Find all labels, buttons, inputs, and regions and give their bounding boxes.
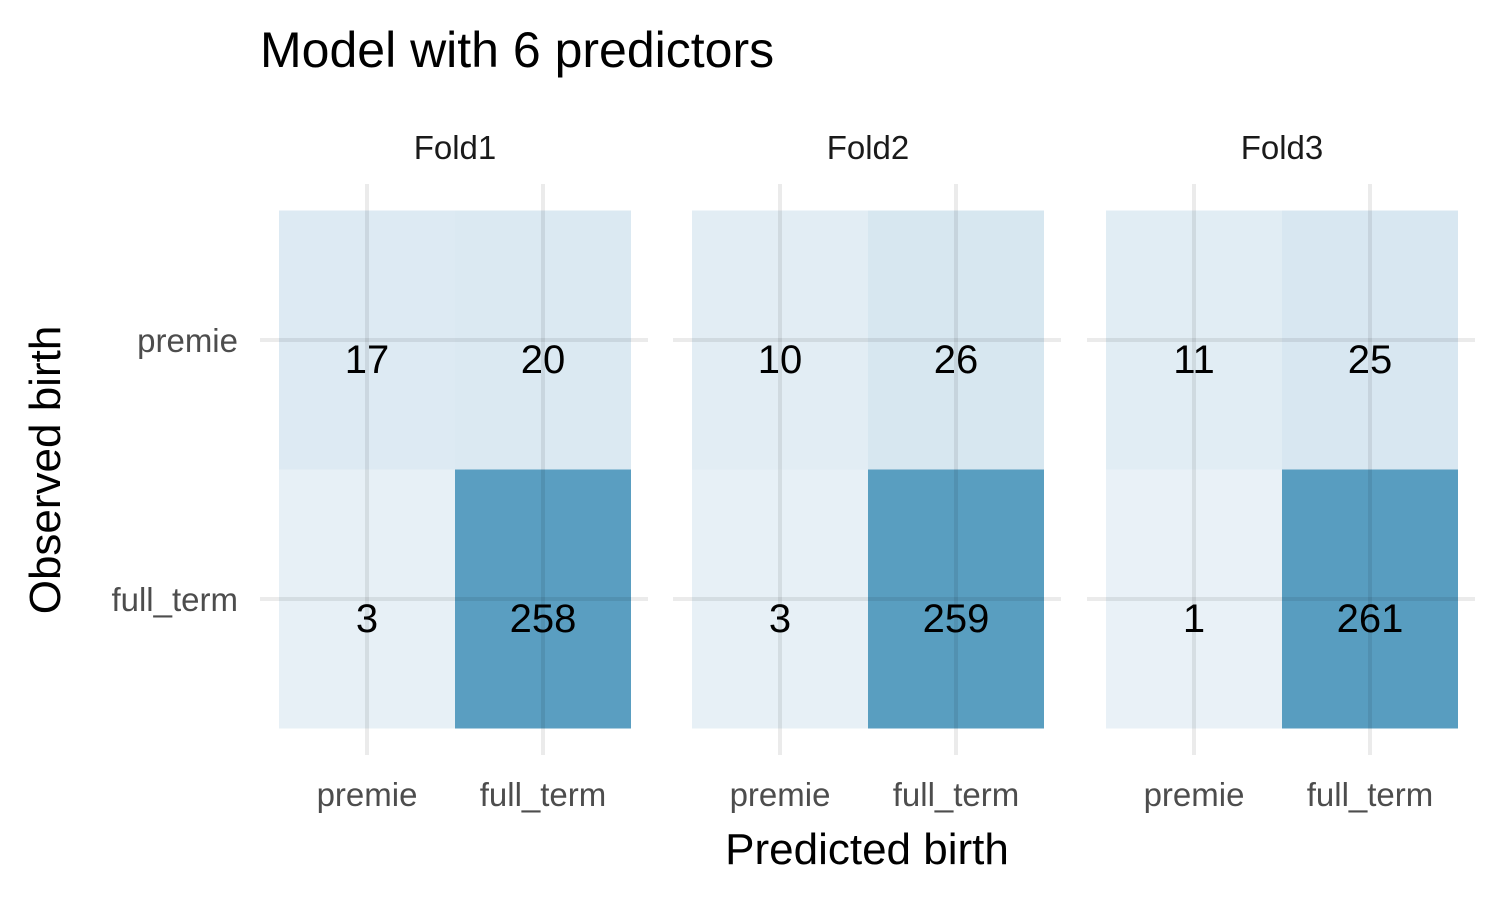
heatmap-tile	[1106, 210, 1282, 470]
cell-value-label: 26	[934, 338, 979, 382]
y-axis-title: Observed birth	[21, 326, 70, 615]
facet-strip-label: Fold2	[827, 129, 910, 166]
y-tick-label: premie	[137, 322, 238, 359]
y-tick-label: full_term	[111, 581, 238, 618]
heatmap-tile	[455, 469, 631, 729]
heatmap-tile	[279, 469, 455, 729]
facet-panel-fold1: 17 20 3 258 Fold1 premie full_term	[260, 129, 648, 813]
cell-value-label: 259	[923, 597, 990, 641]
facet-panel-fold2: 10 26 3 259 Fold2 premie full_term	[673, 129, 1061, 813]
heatmap-tile	[1282, 210, 1458, 470]
cell-value-label: 261	[1337, 597, 1404, 641]
cell-value-label: 20	[521, 338, 566, 382]
y-axis-ticks: premie full_term	[111, 322, 238, 618]
cell-value-label: 10	[758, 338, 803, 382]
heatmap-tile	[455, 210, 631, 470]
heatmap-tile	[692, 210, 868, 470]
x-tick-label: premie	[1144, 776, 1245, 813]
x-tick-label: premie	[730, 776, 831, 813]
heatmap-tile	[692, 469, 868, 729]
heatmap-tile	[1106, 469, 1282, 729]
x-tick-label: premie	[317, 776, 418, 813]
cell-value-label: 258	[510, 597, 577, 641]
cell-value-label: 11	[1173, 338, 1215, 382]
heatmap-tile	[1282, 469, 1458, 729]
heatmap-tile	[279, 210, 455, 470]
cell-value-label: 3	[356, 597, 378, 641]
heatmap-tile	[868, 210, 1044, 470]
x-tick-label: full_term	[480, 776, 607, 813]
cell-value-label: 17	[345, 338, 390, 382]
facet-strip-label: Fold3	[1241, 129, 1324, 166]
facet-panels: 17 20 3 258 Fold1 premie full_term 10 26 3 259 Fold…	[260, 129, 1475, 813]
x-axis-title: Predicted birth	[725, 825, 1009, 874]
heatmap-tile	[868, 469, 1044, 729]
cell-value-label: 3	[769, 597, 791, 641]
x-tick-label: full_term	[893, 776, 1020, 813]
facet-panel-fold3: 11 25 1 261 Fold3 premie full_term	[1087, 129, 1475, 813]
cell-value-label: 25	[1348, 338, 1393, 382]
x-tick-label: full_term	[1307, 776, 1434, 813]
facet-strip-label: Fold1	[414, 129, 497, 166]
cell-value-label: 1	[1183, 597, 1205, 641]
chart-title: Model with 6 predictors	[260, 22, 774, 78]
